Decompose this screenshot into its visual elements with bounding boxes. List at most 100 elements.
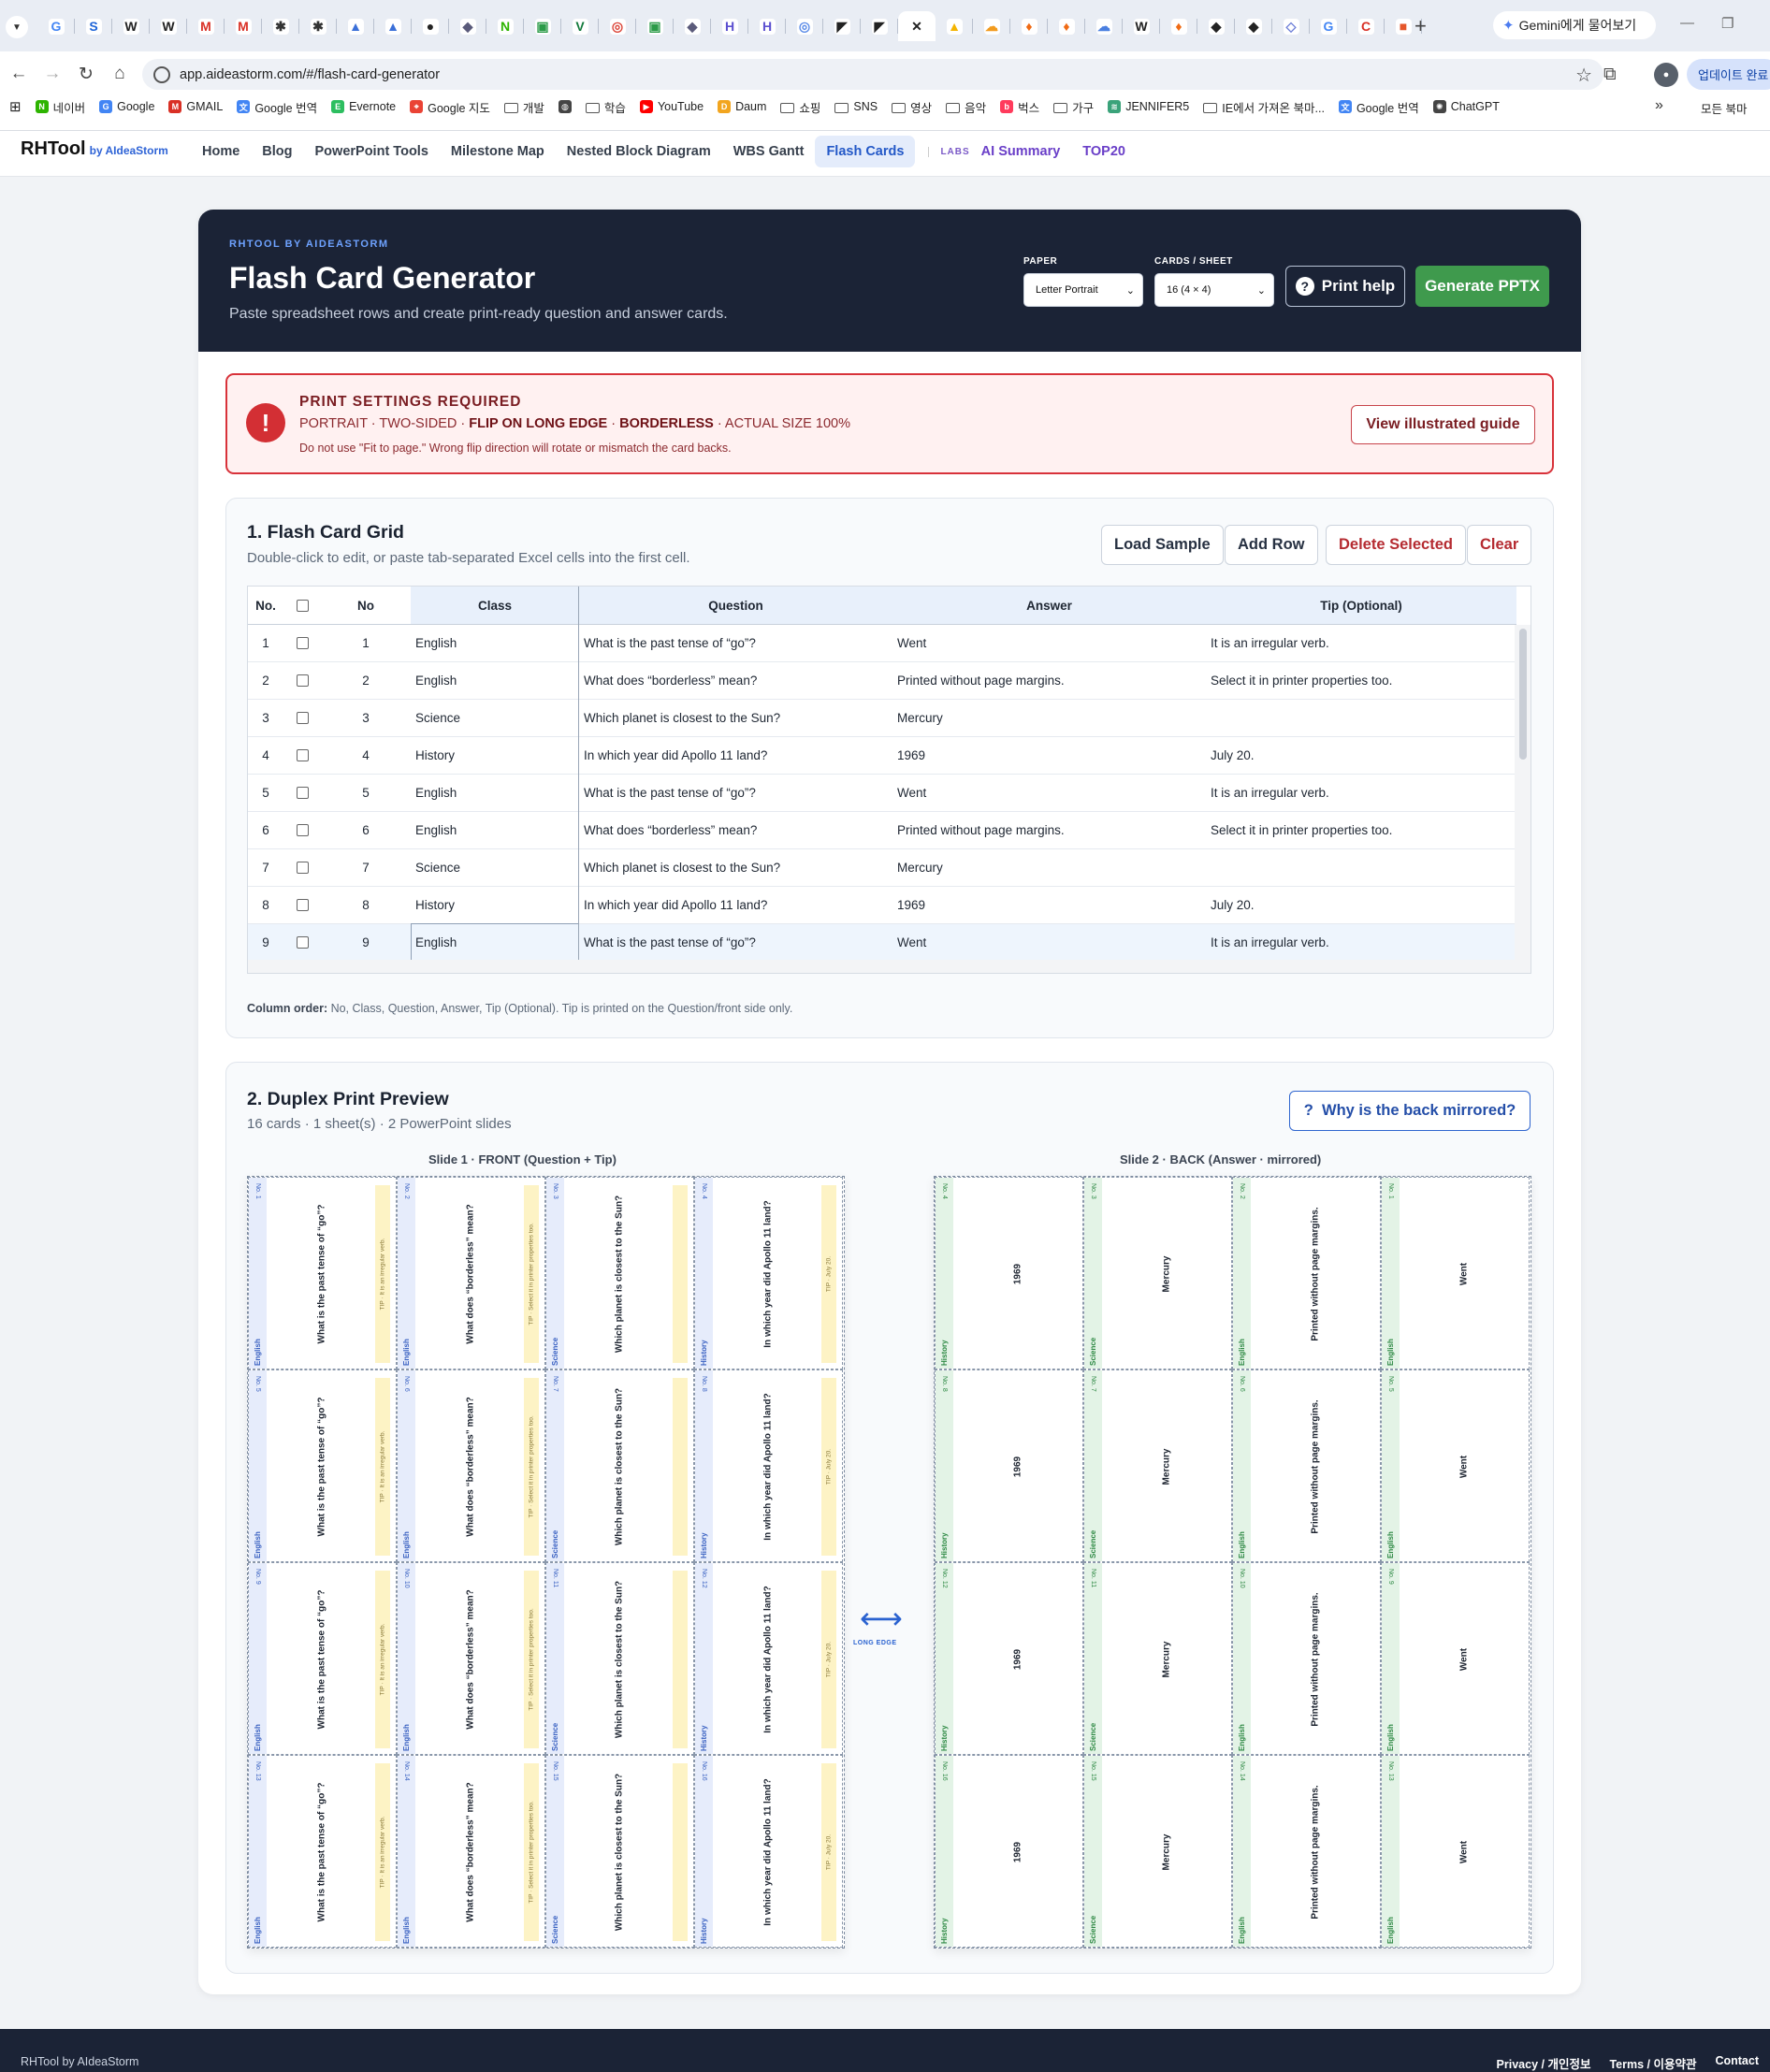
bookmark-item[interactable]: ≋ JENNIFER5 — [1108, 100, 1189, 113]
row-number[interactable]: 4 — [262, 748, 269, 762]
browser-tab[interactable]: W — [112, 11, 150, 41]
bookmark-item[interactable]: SNS — [834, 100, 878, 113]
bookmark-item[interactable]: N 네이버 — [35, 98, 85, 116]
browser-tab[interactable]: ♦ — [1048, 11, 1085, 41]
url-text[interactable]: app.aideastorm.com/#/flash-card-generato… — [180, 66, 441, 82]
back-arrow-icon[interactable]: ← — [9, 64, 28, 83]
cell-question[interactable]: What does “borderless” mean? — [584, 674, 758, 688]
row-checkbox[interactable] — [283, 700, 321, 736]
table-row[interactable]: 5 5 English What is the past tense of “go”?… — [248, 775, 1516, 812]
browser-tab[interactable]: ✱ — [262, 11, 299, 41]
bookmark-item[interactable]: ⌖ Google 지도 — [410, 98, 490, 116]
apps-grid-icon[interactable]: ⊞ — [9, 99, 22, 115]
cell-no[interactable]: 7 — [362, 861, 370, 875]
paper-select[interactable]: Letter Portrait ⌄ — [1023, 273, 1143, 307]
browser-tab[interactable]: ▲ — [337, 11, 374, 41]
nav-link[interactable]: Milestone Map — [450, 144, 544, 159]
delete-selected-button[interactable]: Delete Selected — [1326, 525, 1466, 565]
forward-arrow-icon[interactable]: → — [43, 64, 62, 83]
reload-icon[interactable]: ↻ — [79, 65, 94, 84]
browser-tab[interactable]: ◤ — [823, 11, 861, 41]
bookmark-item[interactable]: 쇼핑 — [780, 98, 820, 116]
browser-tab[interactable]: ◎ — [599, 11, 636, 41]
cell-question[interactable]: What is the past tense of “go”? — [584, 935, 756, 949]
bookmark-item[interactable]: 개발 — [503, 98, 544, 116]
table-row[interactable]: 1 1 English What is the past tense of “go”?… — [248, 625, 1516, 662]
header-question[interactable]: Question — [579, 587, 892, 624]
print-help-button[interactable]: ? Print help — [1285, 266, 1405, 307]
cell-class[interactable]: English — [415, 935, 457, 949]
browser-tab[interactable]: ● — [412, 11, 449, 41]
browser-tab[interactable]: ◆ — [1197, 11, 1235, 41]
bookmark-item[interactable]: M GMAIL — [168, 100, 223, 113]
horizontal-scrollbar[interactable] — [248, 960, 1516, 973]
extensions-puzzle-icon[interactable]: ⧉ — [1603, 65, 1617, 84]
cards-per-sheet-select[interactable]: 16 (4 × 4) ⌄ — [1154, 273, 1274, 307]
row-number[interactable]: 1 — [262, 636, 269, 650]
cell-question[interactable]: Which planet is closest to the Sun? — [584, 711, 781, 725]
gemini-button[interactable]: ✦ Gemini에게 물어보기 — [1493, 11, 1656, 39]
browser-tab[interactable]: ☁ — [1085, 11, 1123, 41]
header-tip[interactable]: Tip (Optional) — [1206, 587, 1516, 624]
cell-tip[interactable]: July 20. — [1211, 898, 1255, 912]
load-sample-button[interactable]: Load Sample — [1101, 525, 1224, 565]
bookmark-item[interactable]: ◍ — [558, 100, 572, 113]
cell-answer[interactable]: Went — [897, 636, 927, 650]
browser-tab[interactable]: ◆ — [674, 11, 711, 41]
bookmark-item[interactable]: E Evernote — [331, 100, 396, 113]
nav-link[interactable]: WBS Gantt — [733, 144, 805, 159]
cell-tip[interactable] — [1206, 700, 1516, 736]
generate-pptx-button[interactable]: Generate PPTX — [1415, 266, 1549, 307]
add-row-button[interactable]: Add Row — [1225, 525, 1318, 565]
nav-link[interactable]: Blog — [262, 144, 293, 159]
cell-no[interactable]: 5 — [362, 786, 370, 800]
row-number[interactable]: 6 — [262, 823, 269, 837]
update-complete-button[interactable]: 업데이트 완료 — [1687, 59, 1770, 90]
cell-answer[interactable]: Went — [897, 935, 927, 949]
cell-answer[interactable]: 1969 — [897, 748, 926, 762]
checkbox[interactable] — [296, 899, 309, 911]
cell-question[interactable]: What is the past tense of “go”? — [584, 786, 756, 800]
bookmark-item[interactable]: b 벅스 — [1000, 98, 1039, 116]
table-row[interactable]: 6 6 English What does “borderless” mean? Pri… — [248, 812, 1516, 849]
header-class[interactable]: Class — [411, 587, 579, 624]
cell-class[interactable]: Science — [415, 711, 461, 725]
nav-link[interactable]: Nested Block Diagram — [566, 144, 711, 159]
browser-tab[interactable]: W — [150, 11, 187, 41]
cell-tip[interactable]: July 20. — [1211, 748, 1255, 762]
row-number[interactable]: 9 — [262, 935, 269, 949]
bookmark-item[interactable]: ✺ ChatGPT — [1432, 100, 1500, 113]
why-mirrored-button[interactable]: ? Why is the back mirrored? — [1289, 1091, 1531, 1131]
bookmark-item[interactable]: 가구 — [1053, 98, 1094, 116]
browser-tab[interactable]: ◇ — [1272, 11, 1310, 41]
cell-no[interactable]: 6 — [362, 823, 370, 837]
view-guide-button[interactable]: View illustrated guide — [1351, 405, 1535, 444]
row-checkbox[interactable] — [283, 924, 321, 961]
browser-tab[interactable]: V — [561, 11, 599, 41]
cell-no[interactable]: 3 — [362, 711, 370, 725]
browser-tab[interactable]: ▲ — [936, 11, 973, 41]
browser-tab[interactable]: ☁ — [973, 11, 1010, 41]
checkbox[interactable] — [296, 749, 309, 761]
clear-button[interactable]: Clear — [1467, 525, 1532, 565]
cell-answer[interactable]: Printed without page margins. — [897, 674, 1065, 688]
cell-class[interactable]: English — [415, 786, 457, 800]
browser-tab[interactable]: M — [225, 11, 262, 41]
footer-link[interactable]: Contact — [1715, 2054, 1759, 2067]
table-row[interactable]: 4 4 History In which year did Apollo 11 lan… — [248, 737, 1516, 775]
home-icon[interactable]: ⌂ — [114, 64, 125, 83]
browser-tab[interactable]: G — [1310, 11, 1347, 41]
tab-search-dropdown-icon[interactable]: ▼ — [6, 16, 28, 38]
row-checkbox[interactable] — [283, 775, 321, 811]
bookmark-item[interactable]: G Google — [99, 100, 154, 113]
row-number[interactable]: 5 — [262, 786, 269, 800]
row-checkbox[interactable] — [283, 812, 321, 848]
cell-no[interactable]: 1 — [362, 636, 370, 650]
browser-tab[interactable]: ✱ — [299, 11, 337, 41]
cell-class[interactable]: English — [415, 674, 457, 688]
row-checkbox[interactable] — [283, 887, 321, 923]
cell-class[interactable]: History — [415, 748, 456, 762]
cell-question[interactable]: In which year did Apollo 11 land? — [584, 898, 768, 912]
all-bookmarks[interactable]: 모든 북마 — [1696, 99, 1747, 117]
nav-link[interactable]: Home — [202, 144, 240, 159]
